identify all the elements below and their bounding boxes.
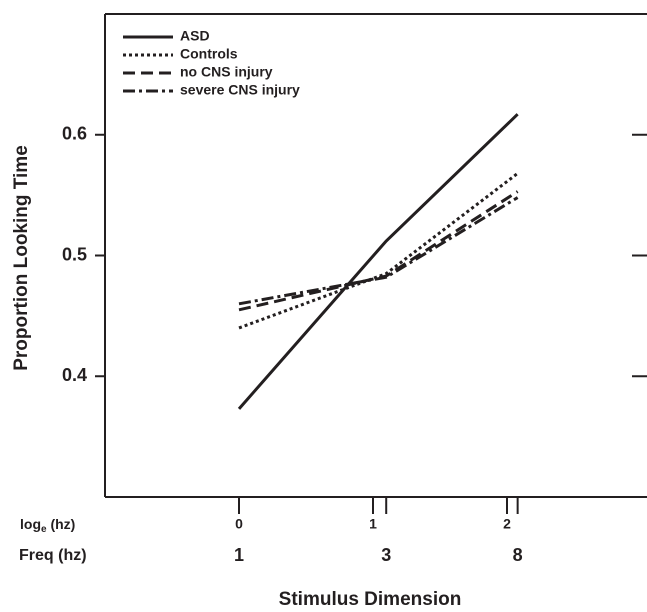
- x-axis-title: Stimulus Dimension: [279, 589, 462, 610]
- legend-label: severe CNS injury: [180, 82, 300, 98]
- log-sub: e: [41, 524, 47, 535]
- y-tick-label: 0.4: [62, 365, 87, 385]
- x-tick-label: 1: [369, 516, 377, 532]
- series-line: [238, 196, 519, 306]
- series-line: [238, 190, 519, 312]
- legend-label: ASD: [180, 28, 210, 44]
- freq-tick-label: 1: [234, 545, 244, 565]
- y-tick-label: 0.6: [62, 124, 87, 144]
- log-rest: (hz): [47, 516, 76, 532]
- y-axis-title: Proportion Looking Time: [11, 145, 32, 371]
- log-row-label: loge (hz): [20, 516, 75, 535]
- series-line: [237, 113, 519, 410]
- freq-tick-label: 8: [513, 545, 523, 565]
- log-base: log: [20, 516, 41, 532]
- freq-tick-label: 3: [381, 545, 391, 565]
- series-line: [238, 172, 519, 330]
- legend-label: no CNS injury: [180, 64, 273, 80]
- x-tick-label: 2: [503, 516, 511, 532]
- freq-row-label: Freq (hz): [19, 547, 87, 564]
- legend-label: Controls: [180, 46, 238, 62]
- y-tick-label: 0.5: [62, 244, 87, 264]
- x-tick-label: 0: [235, 516, 243, 532]
